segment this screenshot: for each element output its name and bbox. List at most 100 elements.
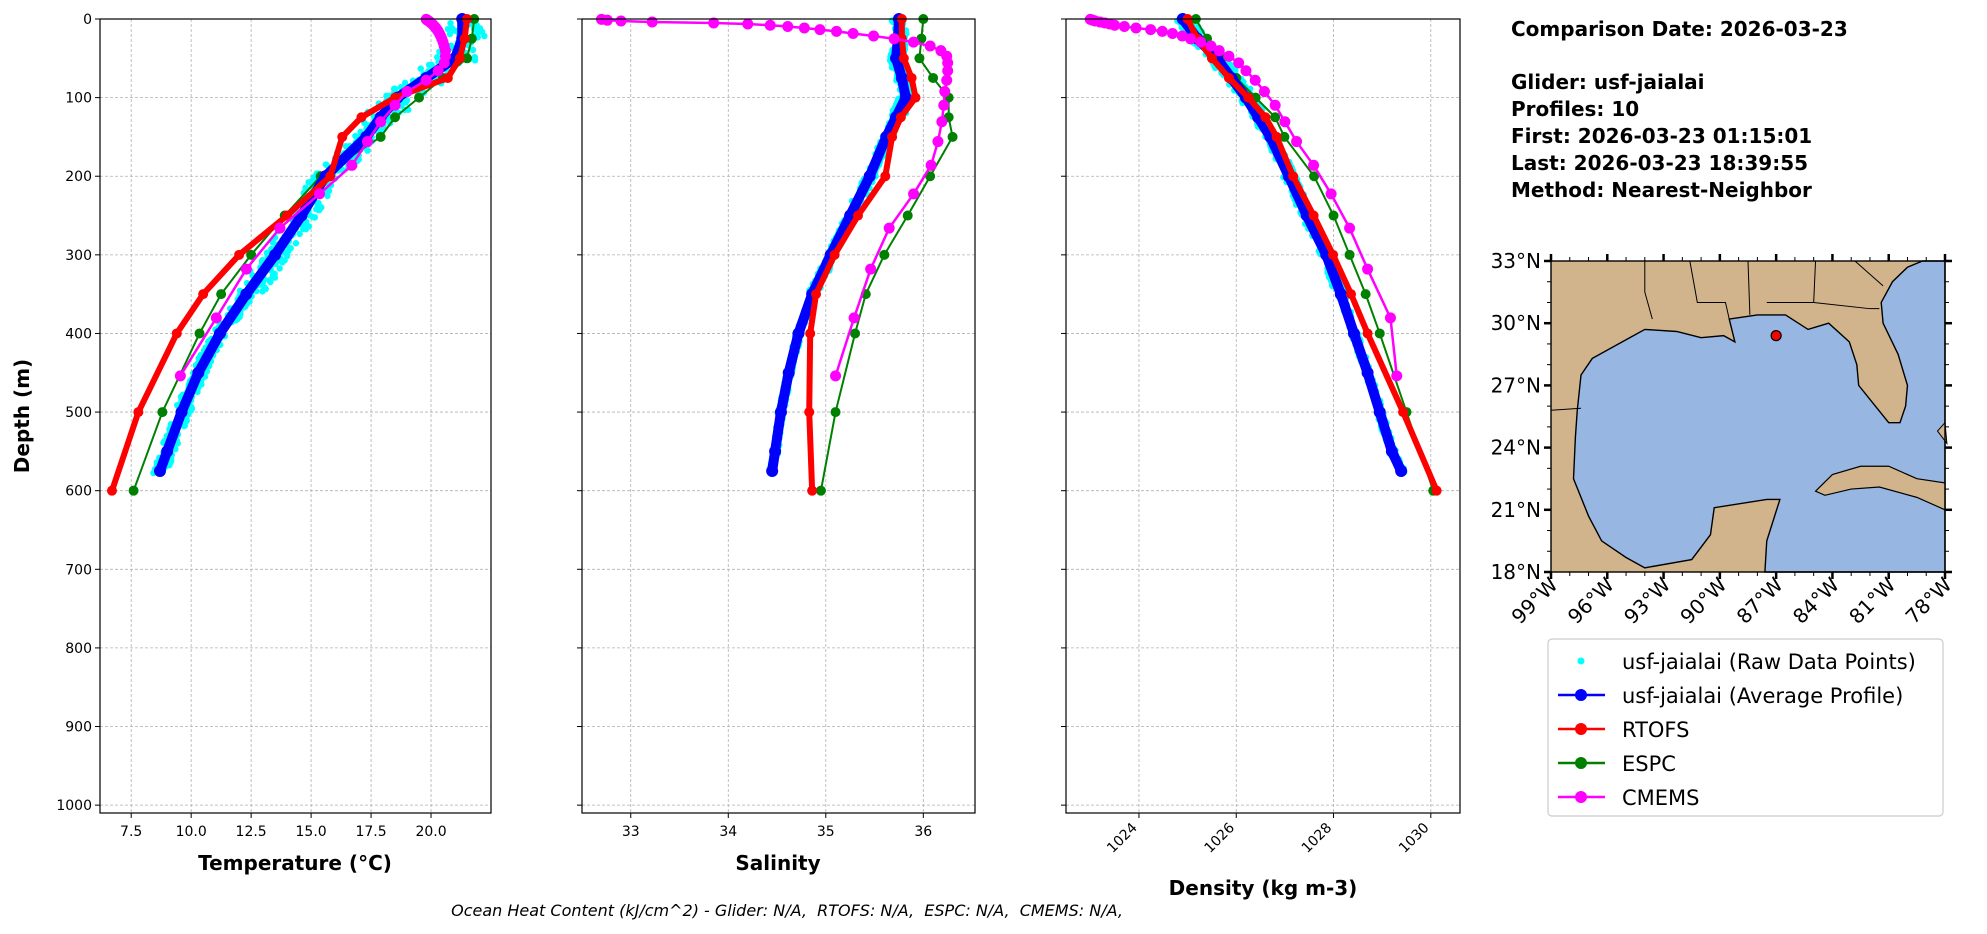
data-point-rtofs [234,249,245,260]
y-tick-label: 400 [65,326,92,342]
data-point-cmems [313,188,325,200]
lat-tick-label: 27°N [1491,373,1541,397]
data-point-cmems [1291,136,1303,148]
y-tick-label: 600 [65,484,92,500]
raw-data-point [433,54,441,61]
data-point-rtofs [133,407,144,418]
lat-tick-label: 24°N [1491,436,1541,460]
data-point-cmems [601,14,613,26]
data-point-cmems [939,86,951,98]
data-point-usf-jaialai [161,445,174,458]
legend-marker-icon [1575,791,1587,803]
state-border [1854,260,1884,287]
data-point-rtofs [171,328,182,339]
sal-axes-frame [581,18,976,814]
data-point-cmems [1118,21,1130,33]
data-point-espc [1344,249,1355,260]
data-point-espc [194,328,205,339]
raw-data-point [302,225,310,233]
data-point-cmems [924,40,936,52]
data-point-espc [1374,328,1385,339]
data-point-rtofs [805,328,816,339]
data-point-cmems [240,263,252,275]
data-point-cmems [1156,25,1168,37]
data-point-espc [1360,289,1371,300]
data-point-rtofs [906,72,917,83]
data-point-usf-jaialai [895,71,908,84]
data-point-usf-jaialai [774,406,787,419]
data-point-rtofs [1206,53,1217,64]
raw-data-point [324,192,331,200]
data-point-cmems [798,22,810,34]
data-point-cmems [908,36,920,48]
raw-data-point [267,278,274,286]
data-point-cmems [942,57,954,69]
raw-data-point [311,214,318,221]
data-point-usf-jaialai [863,170,876,183]
glider-name: Glider: usf-jaialai [1511,70,1705,94]
data-point-cmems [883,222,895,234]
raw-data-point [276,265,283,272]
dens-panel: 1024 1026 1028 1030 [1061,13,1461,856]
data-point-cmems [865,263,877,275]
data-point-espc [850,328,861,339]
data-point-usf-jaialai [1373,406,1386,419]
data-point-cmems [420,74,432,86]
legend: usf-jaialai (Raw Data Points) usf-jaialai… [1547,638,1944,817]
raw-data-point [446,30,454,38]
data-point-espc [879,249,890,260]
y-tick-label: 700 [65,562,92,578]
legend-marker-icon [1575,723,1587,735]
raw-data-point [451,27,459,34]
data-point-espc [914,53,925,64]
data-point-espc [1270,112,1281,123]
data-point-cmems [1391,370,1403,382]
data-point-cmems [346,159,358,171]
data-point-cmems [646,16,658,28]
legend-frame [1547,638,1944,817]
data-point-espc [902,210,913,221]
raw-data-point [292,240,300,247]
legend-item: usf-jaialai (Average Profile) [1558,684,1903,708]
data-point-rtofs [282,210,293,221]
data-point-usf-jaialai [782,366,795,379]
data-point-cmems [932,136,944,148]
legend-point-icon [1577,657,1585,665]
data-point-usf-jaialai [1385,445,1398,458]
ocean-heat-content-footer: Ocean Heat Content (kJ/cm^2) - Glider: N… [451,901,1123,920]
data-point-cmems [1344,222,1356,234]
data-point-usf-jaialai [792,327,805,340]
data-point-cmems [1362,263,1374,275]
data-point-rtofs [895,112,906,123]
data-point-rtofs [454,53,465,64]
data-point-rtofs [198,289,209,300]
data-point-rtofs [898,53,909,64]
data-point-espc [462,53,473,64]
y-tick-label: 300 [65,248,92,264]
data-point-cmems [210,312,222,324]
raw-data-point [174,440,181,447]
data-point-cmems [708,17,720,29]
legend-label: CMEMS [1622,786,1700,810]
data-point-cmems [615,15,627,27]
y-tick-label: 800 [65,641,92,657]
data-point-usf-jaialai [153,465,166,478]
data-point-espc [246,249,257,260]
lat-tick-label: 21°N [1491,498,1541,522]
data-point-cmems [1223,50,1235,62]
data-point-usf-jaialai [1347,327,1360,340]
data-point-rtofs [1243,92,1254,103]
ocean [1572,260,1946,573]
legend-item: RTOFS [1558,718,1689,742]
data-point-usf-jaialai [240,288,253,301]
data-point-cmems [1308,159,1320,171]
dens-xlabel: Density (kg m-3) [1169,876,1358,900]
legend-item: ESPC [1558,752,1676,776]
legend-label: ESPC [1622,752,1676,776]
raw-data-point [183,417,190,425]
x-tick-label: 15.0 [296,824,327,840]
glider-location-marker [1770,330,1782,342]
data-point-cmems [274,222,286,234]
data-point-espc [414,92,425,103]
data-point-cmems [868,30,880,42]
